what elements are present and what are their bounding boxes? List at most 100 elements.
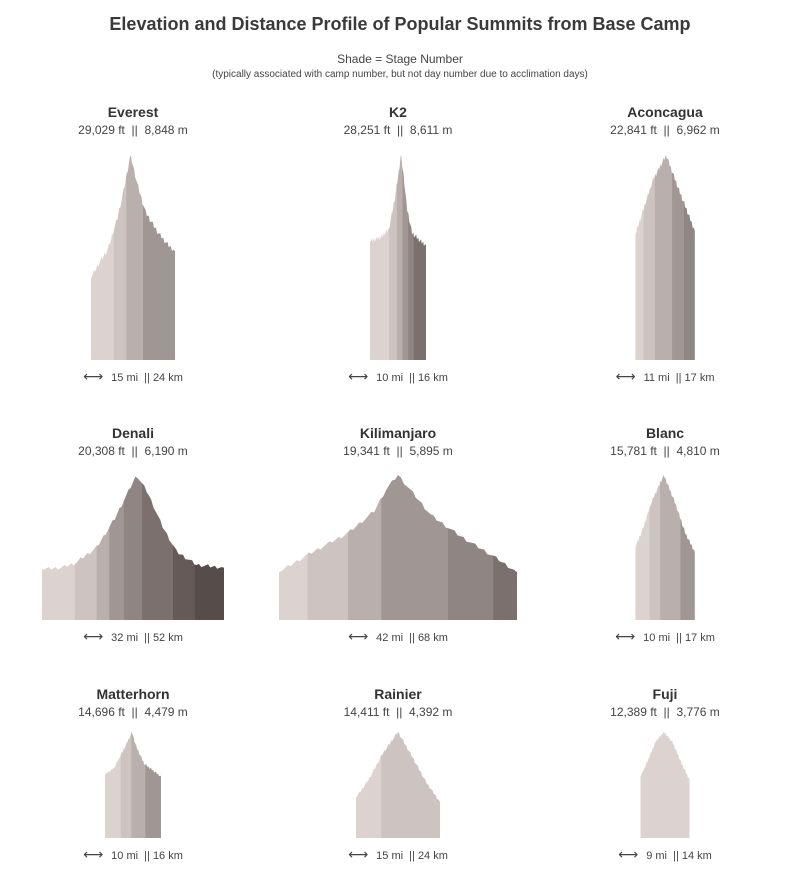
double-arrow-icon: ⟷ — [615, 368, 636, 384]
summit-name: Kilimanjaro — [359, 425, 437, 441]
stage-band-4 — [402, 155, 409, 360]
stage-band-6 — [413, 155, 426, 360]
stage-band-5 — [684, 155, 695, 360]
stage-band-4 — [672, 155, 685, 360]
summit-distance-label: 9 mi || 14 km — [646, 850, 712, 862]
summit-panel-k2: K2 28,251 ft || 8,611 m ⟷ 10 mi || 16 km — [268, 104, 528, 392]
summit-distance: ⟷ 10 mi || 17 km — [535, 628, 795, 645]
double-arrow-icon: ⟷ — [348, 628, 369, 644]
stage-band-1 — [105, 732, 122, 838]
stage-band-3 — [126, 155, 144, 360]
summit-distance: ⟷ 10 mi || 16 km — [268, 368, 528, 385]
summit-distance: ⟷ 15 mi || 24 km — [3, 368, 263, 385]
stage-band-1 — [91, 155, 115, 360]
stage-band-3 — [348, 475, 382, 620]
summit-name: Rainier — [374, 686, 422, 702]
stage-band-1 — [279, 475, 309, 620]
summit-distance-label: 42 mi || 68 km — [376, 632, 448, 644]
summit-distance: ⟷ 42 mi || 68 km — [268, 628, 528, 645]
summit-name: Aconcagua — [627, 104, 703, 120]
stage-band-2 — [389, 155, 398, 360]
stage-band-4 — [143, 155, 175, 360]
stage-band-1 — [635, 475, 651, 620]
stage-band-5 — [408, 155, 415, 360]
summit-distance: ⟷ 32 mi || 52 km — [3, 628, 263, 645]
stage-band-3 — [96, 476, 110, 620]
stage-band-4 — [680, 475, 695, 620]
summit-name: Everest — [107, 104, 159, 120]
stage-band-6 — [142, 476, 174, 620]
summit-name: Blanc — [645, 425, 685, 441]
summit-name: Fuji — [652, 686, 678, 702]
double-arrow-icon: ⟷ — [615, 628, 636, 644]
double-arrow-icon: ⟷ — [348, 368, 369, 384]
summit-name: K2 — [389, 104, 407, 120]
summit-distance: ⟷ 11 mi || 17 km — [535, 368, 795, 385]
double-arrow-icon: ⟷ — [83, 368, 104, 384]
summit-distance-label: 10 mi || 17 km — [643, 632, 715, 644]
stage-band-8 — [194, 476, 224, 620]
stage-band-4 — [109, 476, 125, 620]
summit-distance: ⟷ 15 mi || 24 km — [268, 846, 528, 863]
summit-distance: ⟷ 10 mi || 16 km — [3, 846, 263, 863]
summit-panel-matterhorn: Matterhorn 14,696 ft || 4,479 m ⟷ 10 mi || … — [3, 686, 263, 870]
stage-band-2 — [113, 155, 127, 360]
summit-elevation-label: 29,029 ft || 8,848 m — [78, 123, 188, 137]
stage-band-3 — [396, 155, 403, 360]
stage-band-3 — [654, 155, 673, 360]
stage-band-6 — [493, 475, 517, 620]
summit-panel-kilimanjaro: Kilimanjaro 19,341 ft || 5,895 m ⟷ 42 mi ||… — [268, 425, 528, 652]
summit-elevation-label: 14,411 ft || 4,392 m — [343, 705, 453, 719]
summit-elevation-label: 12,389 ft || 3,776 m — [610, 705, 720, 719]
stage-band-4 — [145, 732, 161, 838]
chart-note: (typically associated with camp number, … — [212, 69, 588, 80]
chart-subtitle: Shade = Stage Number — [337, 52, 463, 66]
stage-band-5 — [448, 475, 494, 620]
summit-distance-label: 10 mi || 16 km — [111, 850, 183, 862]
summit-distance-label: 15 mi || 24 km — [111, 372, 183, 384]
stage-band-2 — [74, 476, 98, 620]
summit-profile-chart — [635, 155, 695, 360]
summit-name: Denali — [111, 425, 154, 441]
summit-profile-chart — [91, 155, 175, 360]
stage-band-1 — [370, 155, 390, 360]
stage-band-2 — [307, 475, 349, 620]
summit-elevation-label: 22,841 ft || 6,962 m — [610, 123, 720, 137]
stage-band-1 — [640, 732, 690, 838]
summit-profile-chart — [279, 475, 517, 620]
double-arrow-icon: ⟷ — [83, 628, 104, 644]
summit-profile-chart — [370, 155, 426, 360]
summit-panel-rainier: Rainier 14,411 ft || 4,392 m ⟷ 15 mi || 24 … — [268, 686, 528, 870]
summit-elevation-label: 15,781 ft || 4,810 m — [610, 444, 720, 458]
summit-elevation-label: 28,251 ft || 8,611 m — [343, 123, 453, 137]
summit-distance-label: 10 mi || 16 km — [376, 372, 448, 384]
summit-profile-chart — [356, 732, 440, 838]
summit-profile-chart — [640, 732, 690, 838]
summit-profile-chart — [635, 475, 695, 620]
stage-band-7 — [173, 476, 196, 620]
stage-band-3 — [131, 732, 146, 838]
summit-distance-label: 15 mi || 24 km — [376, 850, 448, 862]
stage-band-2 — [381, 732, 440, 838]
summit-elevation-label: 14,696 ft || 4,479 m — [78, 705, 188, 719]
stage-band-3 — [660, 475, 681, 620]
summit-distance: ⟷ 9 mi || 14 km — [535, 846, 795, 863]
summit-elevation-label: 19,341 ft || 5,895 m — [343, 444, 453, 458]
summit-distance-label: 11 mi || 17 km — [643, 372, 715, 384]
summit-panel-everest: Everest 29,029 ft || 8,848 m ⟷ 15 mi || 24 … — [3, 104, 263, 392]
summit-elevation-label: 20,308 ft || 6,190 m — [78, 444, 188, 458]
summit-panel-fuji: Fuji 12,389 ft || 3,776 m ⟷ 9 mi || 14 km — [535, 686, 795, 870]
summit-panel-blanc: Blanc 15,781 ft || 4,810 m ⟷ 10 mi || 17 km — [535, 425, 795, 652]
double-arrow-icon: ⟷ — [348, 846, 369, 862]
summit-distance-label: 32 mi || 52 km — [111, 632, 183, 644]
summit-panel-aconcagua: Aconcagua 22,841 ft || 6,962 m ⟷ 11 mi || 1… — [535, 104, 795, 392]
summit-name: Matterhorn — [96, 686, 170, 702]
summit-panel-denali: Denali 20,308 ft || 6,190 m ⟷ 32 mi || 52 k… — [3, 425, 263, 652]
stage-band-5 — [123, 476, 143, 620]
chart-title: Elevation and Distance Profile of Popula… — [109, 14, 691, 34]
stage-band-1 — [635, 155, 645, 360]
double-arrow-icon: ⟷ — [83, 846, 104, 862]
stage-band-2 — [120, 732, 132, 838]
stage-band-4 — [381, 475, 449, 620]
stage-band-1 — [42, 476, 76, 620]
